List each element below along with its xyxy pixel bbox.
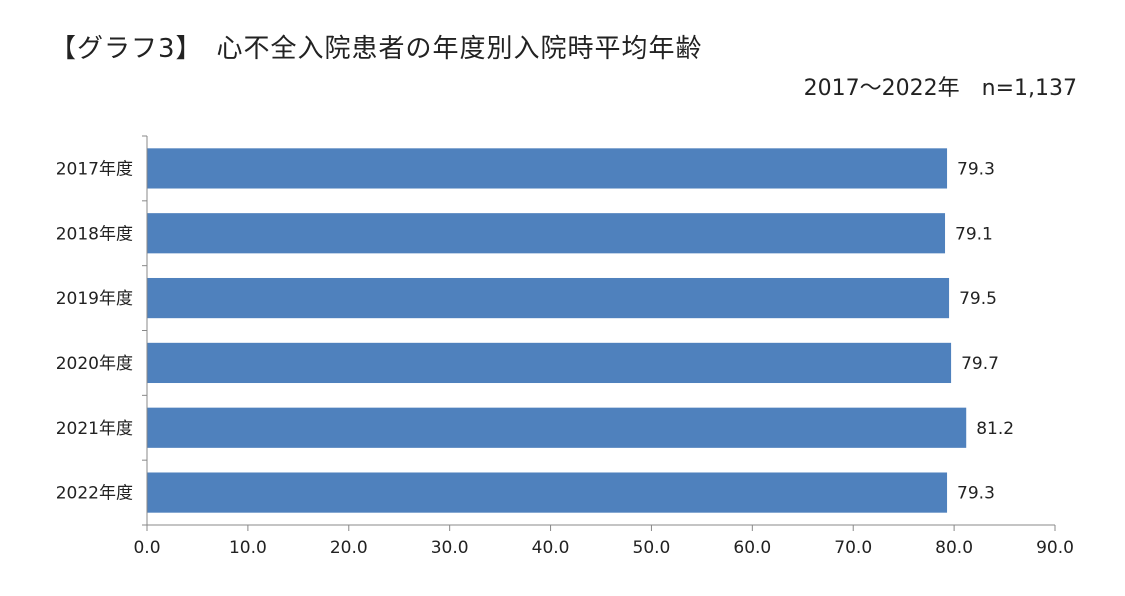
x-tick-label: 30.0 <box>431 538 469 558</box>
data-label: 81.2 <box>976 419 1014 439</box>
x-tick-label: 0.0 <box>133 538 160 558</box>
data-label: 79.3 <box>957 484 995 504</box>
data-label: 79.1 <box>955 224 993 244</box>
x-tick-label: 40.0 <box>532 538 570 558</box>
category-label: 2021年度 <box>56 419 133 439</box>
bar <box>147 407 967 448</box>
bar <box>147 213 946 254</box>
x-tick-label: 90.0 <box>1036 538 1074 558</box>
bar <box>147 277 950 319</box>
bar <box>147 342 952 384</box>
data-label: 79.7 <box>961 354 999 374</box>
x-tick-label: 20.0 <box>330 538 368 558</box>
data-label: 79.5 <box>959 289 997 309</box>
chart-subtitle: 2017～2022年 n=1,137 <box>803 76 1077 101</box>
category-label: 2018年度 <box>56 224 133 244</box>
x-tick-label: 80.0 <box>935 538 973 558</box>
x-tick-label: 70.0 <box>834 538 872 558</box>
x-tick-label: 60.0 <box>733 538 771 558</box>
category-label: 2019年度 <box>56 289 133 309</box>
category-label: 2017年度 <box>56 159 133 179</box>
chart-title: 【グラフ3】 心不全入院患者の年度別入院時平均年齢 <box>50 34 703 64</box>
category-label: 2020年度 <box>56 354 133 374</box>
x-tick-label: 10.0 <box>229 538 267 558</box>
x-tick-label: 50.0 <box>633 538 671 558</box>
data-label: 79.3 <box>957 159 995 179</box>
bar <box>147 148 948 189</box>
category-label: 2022年度 <box>56 484 133 504</box>
bar <box>147 472 948 513</box>
